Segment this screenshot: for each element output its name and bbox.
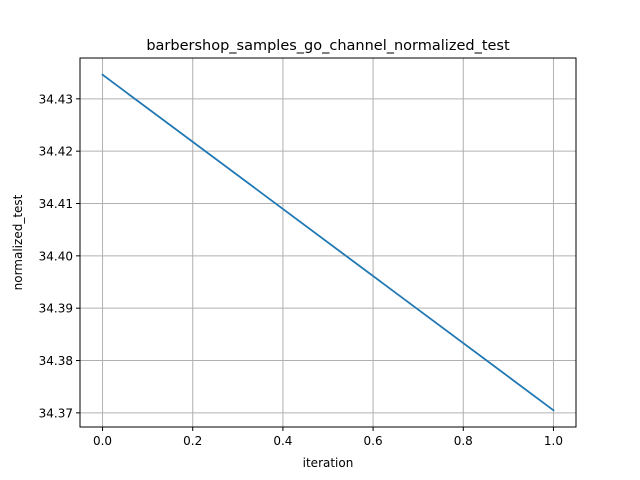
y-axis-label: normalized_test xyxy=(11,194,25,290)
ticks: 0.0 0.2 0.4 0.6 0.8 1.0 34.37 34.38 34.39 34.40 34… xyxy=(39,92,563,448)
x-tick-label: 0.4 xyxy=(273,434,292,448)
grid xyxy=(80,58,576,427)
y-tick-label: 34.40 xyxy=(39,249,73,263)
x-tick-label: 0.0 xyxy=(93,434,112,448)
y-tick-label: 34.43 xyxy=(39,92,73,106)
y-tick-label: 34.39 xyxy=(39,302,73,316)
x-axis-label: iteration xyxy=(303,456,354,470)
x-tick-label: 0.6 xyxy=(364,434,383,448)
y-tick-label: 34.37 xyxy=(39,406,73,420)
plot-area-frame xyxy=(79,57,577,428)
chart-title: barbershop_samples_go_channel_normalized… xyxy=(146,38,510,54)
series-line xyxy=(101,73,555,412)
series-layer xyxy=(101,73,555,412)
y-tick-label: 34.38 xyxy=(39,354,73,368)
y-tick-label: 34.41 xyxy=(39,197,73,211)
y-tick-label: 34.42 xyxy=(39,145,73,159)
x-tick-label: 0.2 xyxy=(183,434,202,448)
x-tick-label: 1.0 xyxy=(544,434,563,448)
x-tick-label: 0.8 xyxy=(454,434,473,448)
